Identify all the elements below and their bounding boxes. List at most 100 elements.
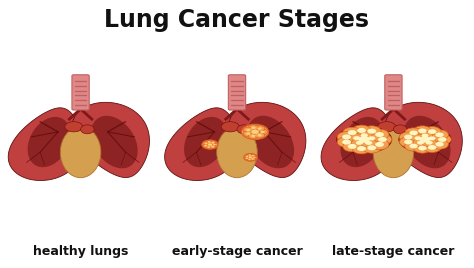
Circle shape [250,154,255,157]
Circle shape [430,130,448,140]
Circle shape [243,127,254,133]
Circle shape [413,143,431,153]
Polygon shape [8,108,83,180]
Circle shape [248,159,251,160]
Polygon shape [321,108,396,180]
Ellipse shape [65,122,83,132]
Circle shape [423,126,441,137]
FancyBboxPatch shape [72,75,89,110]
Circle shape [413,126,431,136]
Circle shape [364,134,380,143]
Ellipse shape [373,127,414,178]
Circle shape [400,137,417,147]
Circle shape [213,144,216,145]
Circle shape [362,126,381,136]
Circle shape [249,156,252,158]
Circle shape [417,141,424,145]
Text: healthy lungs: healthy lungs [33,245,128,258]
Circle shape [206,140,212,144]
Circle shape [211,142,214,143]
Circle shape [370,139,389,150]
Circle shape [435,142,444,147]
Circle shape [243,131,254,137]
Circle shape [342,135,351,139]
Circle shape [208,142,210,143]
Circle shape [400,132,417,142]
Circle shape [253,157,255,158]
Circle shape [252,158,254,159]
Circle shape [203,142,209,145]
Ellipse shape [237,125,250,134]
Circle shape [362,143,381,153]
Circle shape [430,139,448,149]
Text: early-stage cancer: early-stage cancer [172,245,302,258]
Circle shape [365,141,372,145]
Polygon shape [184,117,227,167]
Circle shape [252,155,254,156]
Circle shape [375,142,384,147]
Circle shape [433,135,451,144]
FancyBboxPatch shape [228,75,246,110]
Polygon shape [91,116,137,168]
Circle shape [418,146,427,150]
Circle shape [203,144,209,147]
Circle shape [438,137,447,142]
Circle shape [245,155,250,158]
Circle shape [210,145,216,148]
Polygon shape [228,102,306,177]
Ellipse shape [393,125,407,134]
Circle shape [343,141,362,152]
Circle shape [404,135,412,139]
Ellipse shape [399,127,451,152]
Circle shape [370,129,389,140]
Circle shape [414,136,421,140]
Text: Lung Cancer Stages: Lung Cancer Stages [104,8,370,32]
Circle shape [361,139,376,147]
Ellipse shape [221,122,239,132]
Circle shape [252,156,257,159]
Polygon shape [404,116,450,168]
Circle shape [337,137,356,147]
Ellipse shape [337,126,392,153]
Circle shape [260,131,264,133]
Circle shape [367,129,376,134]
Circle shape [211,143,218,146]
Circle shape [373,134,392,145]
Circle shape [205,143,207,144]
Circle shape [368,136,375,140]
Circle shape [413,139,428,147]
Circle shape [257,129,268,135]
Circle shape [405,141,422,151]
Circle shape [356,131,372,140]
Circle shape [251,135,255,137]
FancyBboxPatch shape [385,75,402,110]
Circle shape [357,146,366,151]
Circle shape [422,139,437,147]
Text: late-stage cancer: late-stage cancer [332,245,455,258]
Circle shape [247,158,252,161]
Circle shape [248,155,251,156]
Circle shape [352,143,371,154]
Circle shape [425,134,439,143]
Circle shape [418,129,427,133]
Polygon shape [27,117,71,167]
Circle shape [250,158,255,161]
Circle shape [375,132,384,137]
Circle shape [419,136,430,143]
Circle shape [378,137,387,142]
Polygon shape [340,117,383,167]
Circle shape [356,141,363,145]
Circle shape [248,125,258,131]
Circle shape [435,132,444,137]
Circle shape [426,141,433,145]
Circle shape [257,134,262,136]
Circle shape [202,140,218,149]
Circle shape [352,125,371,136]
Circle shape [257,127,262,130]
Circle shape [248,133,258,139]
Circle shape [246,156,248,157]
Polygon shape [164,108,239,180]
Circle shape [410,131,418,135]
Circle shape [348,130,356,135]
Circle shape [244,154,257,161]
